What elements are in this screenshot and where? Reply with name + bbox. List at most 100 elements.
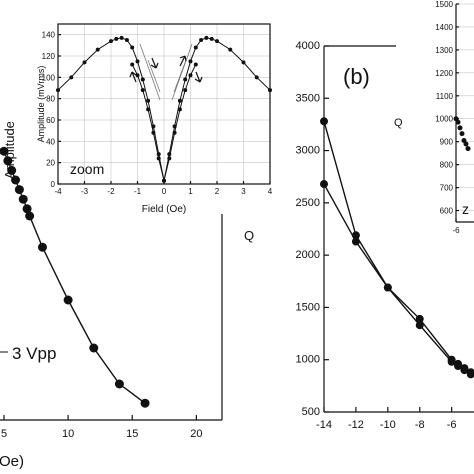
left-inset-series-1-point — [56, 88, 60, 93]
right-inset-data-point — [459, 131, 465, 137]
left-inset-series-1-point — [193, 45, 198, 50]
left-inset-series-1-point — [69, 75, 74, 80]
left-inset-y-tick-label: 40 — [46, 137, 55, 146]
left-inset-x-tick-label: 0 — [162, 187, 167, 196]
right-inset-data-point — [457, 125, 463, 131]
right-main-plot: -14 -12 -10 -8 -6 500 1000 1500 2000 2500 3000 3500… — [244, 40, 474, 431]
right-main-series-1-point — [320, 117, 328, 126]
left-inset-x-tick-label: 4 — [268, 187, 273, 196]
left-inset-series-1-point — [140, 77, 145, 82]
left-inset-series-1-point — [82, 60, 87, 65]
left-main-annotation: 3 Vpp — [12, 344, 56, 363]
left-inset-series-1-point — [268, 88, 272, 93]
left-main-data-point — [22, 204, 32, 214]
right-inset-x-tick-label: -6 — [452, 226, 460, 235]
right-main-y-tick-label: 4000 — [296, 40, 320, 52]
right-inset-y-tick-label: 700 — [440, 184, 454, 193]
left-inset-series-1-point — [241, 60, 246, 65]
right-main-y-tick-label: 2500 — [296, 197, 320, 209]
right-main-series-2-point — [415, 321, 424, 330]
right-main-series-2-point — [320, 180, 328, 189]
left-main-x-label: (Oe) — [0, 453, 24, 470]
arrow-up-right-icon — [179, 55, 187, 67]
left-inset-series-2-point — [188, 73, 193, 78]
right-inset-data-point — [455, 119, 461, 125]
left-inset-y-tick-label: 140 — [42, 31, 56, 40]
left-inset-y-tick-label: 60 — [46, 116, 55, 125]
left-inset-x-tick-label: -1 — [134, 187, 142, 196]
left-inset-series-2-point — [151, 130, 156, 135]
left-inset-series-2-point — [172, 130, 177, 135]
arrow-up-left-icon — [129, 71, 137, 83]
right-inset-plot: 600 700 800 900 1000 1100 1200 1300 1400 1500 -6 Q… — [394, 0, 474, 240]
sweep-arrows — [129, 55, 203, 83]
inset-guide-line — [139, 43, 161, 101]
left-main-x-tick-label: 5 — [1, 428, 7, 440]
right-inset-y-label: Q — [394, 117, 403, 129]
left-inset-y-tick-label: 100 — [42, 73, 56, 82]
left-main-data-point — [63, 295, 73, 305]
right-main-y-tick-label: 3500 — [296, 92, 320, 104]
left-inset-series-2-point — [193, 62, 198, 67]
left-inset-series-1-point — [109, 39, 113, 44]
left-inset-x-tick-label: 1 — [188, 187, 193, 196]
inset-guide-line — [171, 43, 193, 101]
left-inset-annotation: zoom — [70, 161, 104, 177]
right-main-y-tick-label: 500 — [302, 406, 320, 418]
left-main-data-point — [7, 165, 17, 175]
left-inset-series-2-point — [156, 156, 161, 161]
right-inset-y-tick-label: 1400 — [435, 23, 453, 32]
left-main-x-tick-label: 20 — [190, 428, 202, 440]
inset-guide-line — [147, 59, 161, 93]
left-main-data-point — [114, 379, 124, 389]
right-main-y-label: Q — [244, 228, 254, 243]
left-inset-x-tick-label: 3 — [241, 187, 246, 196]
left-inset-x-tick-label: 2 — [215, 187, 220, 196]
left-inset-y-tick-label: 0 — [51, 180, 56, 189]
left-inset-series-1-point — [146, 98, 151, 103]
left-inset-y-tick-label: 20 — [46, 159, 55, 168]
left-inset-series-1-point — [215, 39, 219, 44]
right-main-y-tick-label: 1500 — [296, 301, 320, 313]
left-inset-series-1-point — [228, 47, 233, 52]
left-main-x-tick-label: 10 — [62, 428, 74, 440]
right-inset-data-point — [465, 146, 471, 152]
right-main-x-tick-label: -14 — [316, 419, 332, 431]
right-main-series-2-point — [447, 357, 456, 366]
left-main-x-tick-label: 15 — [126, 428, 138, 440]
left-main-data-point — [18, 194, 28, 204]
left-inset-y-label: Amplitude (mVrms) — [36, 66, 46, 143]
left-main-data-point — [11, 175, 21, 185]
right-main-x-tick-label: -8 — [415, 419, 425, 431]
left-main-data-point — [3, 156, 13, 166]
right-main-series-2-point — [454, 361, 463, 370]
left-inset-series-1-point — [119, 35, 124, 40]
left-inset-series-1-point — [204, 35, 209, 40]
right-inset-y-tick-label: 900 — [440, 138, 454, 147]
left-main-data-point — [89, 343, 99, 353]
right-inset-y-tick-label: 600 — [440, 207, 454, 216]
left-inset-series-2-point — [167, 156, 172, 161]
right-main-series-2-point — [383, 283, 392, 292]
right-main-x-tick-label: -10 — [380, 419, 396, 431]
left-main-data-point — [25, 211, 35, 221]
right-main-series-2-point — [466, 370, 474, 379]
arrow-down-right-icon — [194, 71, 203, 83]
right-main-series-2-point — [460, 366, 469, 375]
right-inset-y-tick-label: 1100 — [436, 92, 454, 101]
left-inset-series-1-point — [95, 47, 100, 52]
left-main-data-point — [14, 185, 24, 195]
left-inset-series-1-point — [130, 45, 135, 50]
left-main-y-label: Amplitude — [2, 121, 17, 179]
left-inset-series-2-point — [162, 178, 166, 183]
left-inset-series-2-point — [135, 73, 140, 78]
left-main-data-point — [0, 146, 9, 156]
left-inset-series-1-point — [199, 38, 204, 42]
left-inset-x-tick-label: -2 — [107, 187, 115, 196]
left-inset-series-2-point — [140, 88, 145, 93]
panel-label-b: (b) — [343, 64, 370, 89]
left-inset-series-2-point — [146, 107, 151, 112]
